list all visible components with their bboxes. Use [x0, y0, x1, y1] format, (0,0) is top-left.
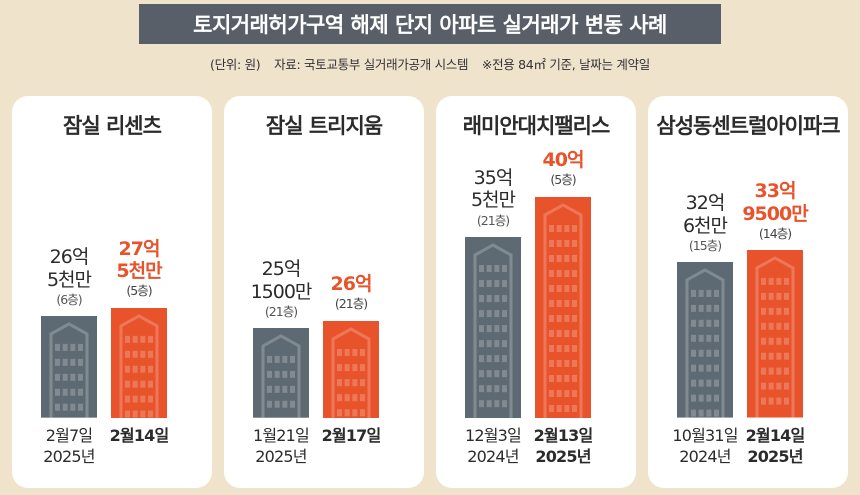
floor-label: (21층)	[476, 212, 510, 228]
date-label: 2월14일	[84, 426, 194, 447]
bar-after	[747, 250, 803, 418]
date-text: 2024년	[679, 446, 731, 466]
bar-before	[465, 236, 521, 418]
panel-title: 잠실 트리지움	[265, 114, 383, 138]
date-text: 10월31일	[672, 426, 738, 445]
date-label: 2월7일 2025년	[14, 426, 124, 468]
date-label: 1월21일 2025년	[226, 426, 336, 468]
date-text: 2025년	[43, 446, 95, 466]
date-text: 2월14일	[745, 426, 806, 445]
date-text: 2월7일	[45, 426, 93, 445]
value-text: 1500만	[250, 280, 313, 303]
date-text: 2월13일	[533, 426, 594, 445]
floor-label: (21층)	[264, 304, 298, 320]
source-line: (단위: 원) 자료: 국토교통부 실거래가공개 시스템 ※전용 84㎡ 기준,…	[0, 54, 860, 73]
date-text: 12월3일	[465, 426, 522, 445]
date-label: 10월31일 2024년	[650, 426, 760, 468]
date-label: 2월17일	[296, 426, 406, 447]
value-label: 25억 1500만 (21층)	[226, 258, 336, 320]
footnote: ※전용 84㎡ 기준, 날짜는 계약일	[481, 57, 650, 72]
bar-after	[535, 197, 591, 418]
date-text: 1월21일	[253, 426, 310, 445]
value-text: 5천만	[116, 259, 162, 282]
panel-4: 삼성동센트럴아이파크 32억 6천만 (15층) 10월31일 2024년 33억 9500만…	[648, 96, 848, 488]
date-text: 2025년	[747, 446, 803, 466]
floor-label: (14층)	[758, 226, 792, 242]
value-text: 40억	[542, 149, 585, 171]
panel-3: 래미안대치팰리스 35억 5천만 (21층) 12월3일 2024년 40억 (5층) 2월13…	[436, 96, 636, 488]
chart-title: 토지거래허가구역 해제 단지 아파트 실거래가 변동 사례	[139, 4, 721, 44]
floor-label: (15층)	[688, 238, 722, 254]
value-label: 32억 6천만 (15층)	[650, 192, 760, 254]
date-text: 2월14일	[109, 426, 170, 445]
value-text: 27억	[118, 237, 161, 260]
date-text: 2025년	[535, 446, 591, 466]
date-label: 2월14일 2025년	[720, 426, 830, 468]
floor-label: (21층)	[334, 296, 368, 312]
value-label: 40억 (5층)	[508, 149, 618, 188]
bar-before	[253, 328, 309, 418]
bar-before	[677, 262, 733, 418]
value-text: 33억	[754, 180, 797, 203]
panel-title: 래미안대치팰리스	[462, 114, 611, 138]
date-text: 2025년	[255, 446, 307, 466]
value-label: 26억 (21층)	[296, 273, 406, 312]
value-label: 26억 5천만 (6층)	[14, 246, 124, 308]
date-label: 12월3일 2024년	[438, 426, 548, 468]
bar-after	[323, 320, 379, 418]
panel-1: 잠실 리센츠 26억 5천만 (6층) 2월7일 2025년 27억 5천만 (5층) 2월14일	[12, 96, 212, 488]
value-label: 27억 5천만 (5층)	[84, 238, 194, 300]
bar-after	[111, 307, 167, 418]
panel-title: 삼성동센트럴아이파크	[656, 114, 840, 138]
value-text: 32억	[685, 192, 726, 215]
panel-title: 잠실 리센츠	[63, 114, 162, 138]
value-text: 5천만	[46, 268, 92, 291]
value-text: 26억	[330, 272, 373, 295]
value-text: 5천만	[470, 189, 516, 212]
value-label: 33억 9500만 (14층)	[720, 180, 830, 242]
value-text: 35억	[473, 166, 514, 189]
floor-label: (5층)	[550, 172, 576, 188]
floor-label: (5층)	[126, 283, 152, 299]
value-text: 26억	[49, 246, 90, 269]
date-text: 2월17일	[321, 426, 382, 445]
floor-label: (6층)	[56, 292, 82, 308]
value-text: 6천만	[682, 214, 728, 237]
date-text: 2024년	[467, 446, 519, 466]
value-label: 35억 5천만 (21층)	[438, 167, 548, 229]
date-label: 2월13일 2025년	[508, 426, 618, 468]
data-source: 자료: 국토교통부 실거래가공개 시스템	[274, 57, 469, 72]
value-text: 25억	[261, 258, 302, 281]
bar-before	[41, 316, 97, 418]
unit-note: (단위: 원)	[210, 57, 261, 72]
value-text: 9500만	[742, 202, 808, 225]
panel-2: 잠실 트리지움 25억 1500만 (21층) 1월21일 2025년 26억 (21층) 2월…	[224, 96, 424, 488]
